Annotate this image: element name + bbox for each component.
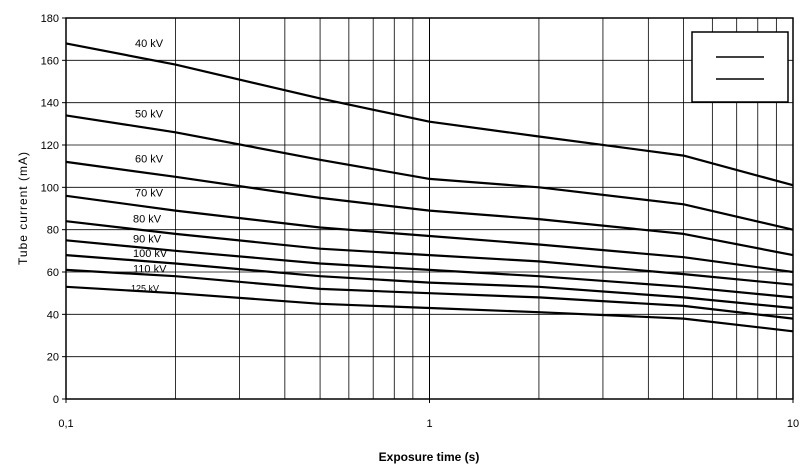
series-line: [65, 220, 794, 286]
series-label: 50 kV: [135, 108, 164, 120]
y-axis-title: Tube current (mA): [16, 151, 30, 265]
series-label: 60 kV: [135, 154, 164, 166]
x-tick-label: 0,1: [58, 418, 73, 430]
series-line: [65, 160, 794, 257]
grid: [66, 17, 793, 400]
y-tick-label: 140: [41, 98, 59, 110]
y-tick-label: 80: [47, 225, 59, 237]
series-line: [65, 42, 794, 187]
series-label: 100 kV: [133, 248, 168, 260]
x-tick-label: 10: [787, 418, 799, 430]
series-label: 40 kV: [135, 38, 164, 50]
legend-box: [691, 31, 789, 103]
series-label: 125 kV: [131, 284, 159, 294]
x-axis-ticks: 0,1 1 10: [58, 399, 799, 430]
y-tick-label: 100: [41, 182, 59, 194]
x-tick-label: 1: [426, 418, 432, 430]
x-axis-title: Exposure time (s): [379, 450, 480, 464]
y-axis-ticks: 0 20 40 60 80 100 120 140 160 180: [41, 13, 66, 406]
y-tick-label: 20: [47, 352, 59, 364]
series-lines: [65, 42, 794, 333]
y-tick-label: 0: [53, 394, 59, 406]
series-label: 110 kV: [133, 264, 167, 276]
y-tick-label: 40: [47, 309, 59, 321]
series-labels: 40 kV 50 kV 60 kV 70 kV 80 kV 90 kV 100 kV 110 …: [131, 38, 168, 294]
series-line: [65, 194, 794, 274]
series-line: [65, 114, 794, 231]
series-label: 90 kV: [133, 233, 162, 245]
y-tick-label: 60: [47, 267, 59, 279]
series-line: [65, 285, 794, 333]
series-line: [65, 268, 794, 320]
series-label: 70 kV: [135, 187, 164, 199]
series-label: 80 kV: [133, 214, 162, 226]
series-line: [65, 239, 794, 299]
y-tick-label: 160: [41, 55, 59, 67]
y-tick-label: 120: [41, 140, 59, 152]
legend: [691, 31, 789, 103]
series-line: [65, 254, 794, 310]
y-tick-label: 180: [41, 13, 59, 25]
